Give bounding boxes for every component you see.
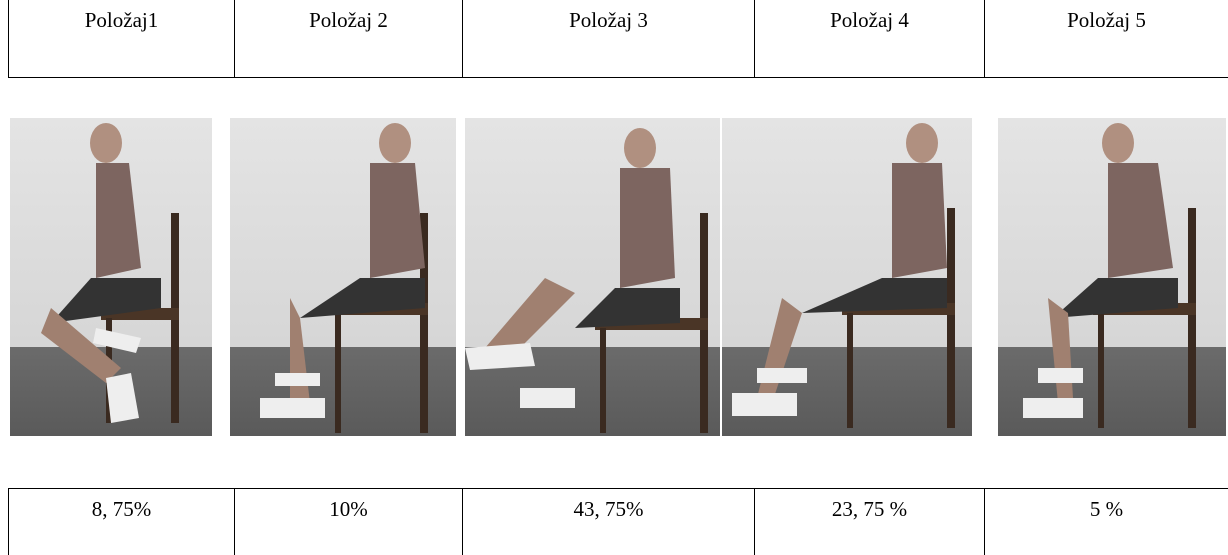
position-5-photo <box>998 118 1226 436</box>
seated-woman-feet-flat-icon <box>260 123 428 433</box>
position-header-row: Položaj1 Položaj 2 Položaj 3 Položaj 4 P… <box>8 0 1228 78</box>
position-3-label: Položaj 3 <box>462 0 755 78</box>
position-percent-row: 8, 75% 10% 43, 75% 23, 75 % 5 % <box>8 488 1228 555</box>
seated-woman-feet-under-chair-icon <box>1023 123 1196 428</box>
position-3-percent: 43, 75% <box>462 488 755 555</box>
position-2-percent: 10% <box>234 488 463 555</box>
position-5-percent: 5 % <box>984 488 1228 555</box>
position-1-percent: 8, 75% <box>8 488 235 555</box>
position-2-photo <box>230 118 456 436</box>
position-4-photo <box>722 118 972 436</box>
position-4-label: Položaj 4 <box>754 0 985 78</box>
position-4-percent: 23, 75 % <box>754 488 985 555</box>
seated-woman-leg-extended-icon <box>465 128 708 433</box>
position-3-photo <box>465 118 720 436</box>
position-1-photo <box>10 118 212 436</box>
position-header-table: Položaj1 Položaj 2 Položaj 3 Položaj 4 P… <box>8 0 1228 78</box>
seated-woman-feet-forward-icon <box>732 123 955 428</box>
seated-woman-knee-flexed-icon <box>41 123 179 423</box>
position-percent-table: 8, 75% 10% 43, 75% 23, 75 % 5 % <box>8 488 1228 555</box>
position-2-label: Položaj 2 <box>234 0 463 78</box>
position-5-label: Položaj 5 <box>984 0 1228 78</box>
position-1-label: Položaj1 <box>8 0 235 78</box>
